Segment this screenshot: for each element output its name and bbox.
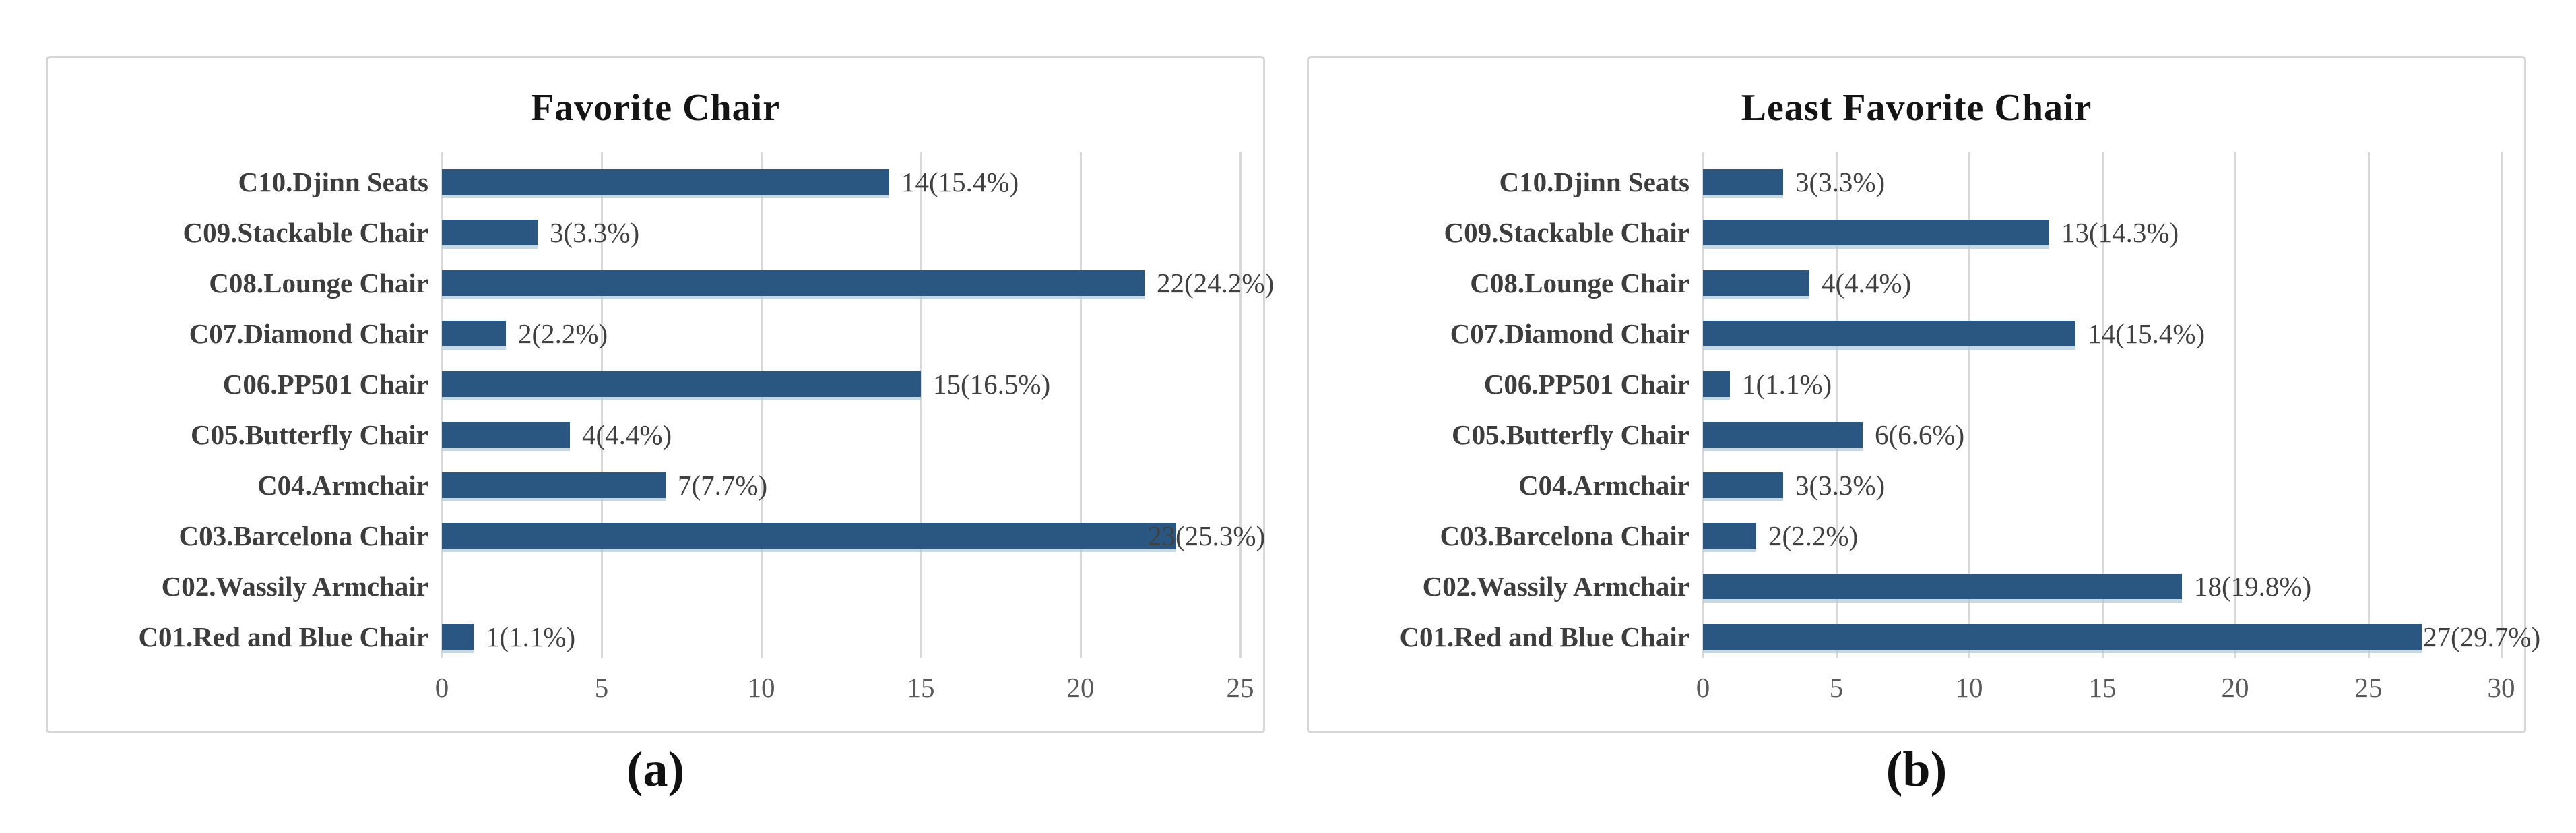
x-tick-label: 20 bbox=[2221, 672, 2249, 703]
gridline bbox=[441, 152, 443, 658]
bar bbox=[442, 472, 666, 498]
value-label: 15(16.5%) bbox=[933, 369, 1051, 400]
category-label: C07.Diamond Chair bbox=[189, 318, 428, 349]
value-label: 23(25.3%) bbox=[1148, 520, 1266, 551]
caption-a: (a) bbox=[626, 742, 685, 797]
bar bbox=[442, 371, 921, 397]
value-label: 7(7.7%) bbox=[678, 470, 768, 501]
value-label: 3(3.3%) bbox=[1795, 470, 1886, 501]
value-label: 27(29.7%) bbox=[2423, 621, 2541, 652]
category-label: C02.Wassily Armchair bbox=[1422, 571, 1689, 602]
plot-area: 0 5 10 15 20 25 C10.Djinn Seats 14(15.4%) C09.St… bbox=[138, 152, 1274, 703]
value-label: 14(15.4%) bbox=[901, 166, 1019, 197]
category-label: C03.Barcelona Chair bbox=[179, 520, 428, 551]
gridline bbox=[601, 152, 603, 658]
x-tick-label: 5 bbox=[594, 672, 609, 703]
value-label: 13(14.3%) bbox=[2061, 217, 2179, 248]
bar bbox=[1703, 220, 2049, 245]
category-label: C10.Djinn Seats bbox=[238, 166, 428, 197]
category-label: C06.PP501 Chair bbox=[222, 369, 428, 400]
category-label: C02.Wassily Armchair bbox=[161, 571, 428, 602]
gridline bbox=[1702, 152, 1704, 658]
x-tick-label: 5 bbox=[1829, 672, 1844, 703]
bar bbox=[1703, 472, 1783, 498]
gridline bbox=[2102, 152, 2104, 658]
x-tick-label: 0 bbox=[1696, 672, 1710, 703]
gridline bbox=[1080, 152, 1082, 658]
bar bbox=[1703, 574, 2182, 599]
x-tick-label: 25 bbox=[2354, 672, 2383, 703]
gridline bbox=[761, 152, 763, 658]
captions-row: (a) (b) bbox=[46, 741, 2526, 799]
value-label: 6(6.6%) bbox=[1875, 419, 1965, 450]
bar bbox=[442, 270, 1145, 296]
plot-area: 0 5 10 15 20 25 30 C10.Djinn Seats 3(3.3%) C09.St… bbox=[1399, 152, 2540, 703]
x-tick-label: 15 bbox=[907, 672, 935, 703]
category-label: C08.Lounge Chair bbox=[1470, 268, 1689, 299]
value-label: 2(2.2%) bbox=[1768, 520, 1859, 551]
bar bbox=[1703, 169, 1783, 195]
chart-title: Least Favorite Chair bbox=[1741, 87, 2092, 129]
bar bbox=[1703, 624, 2422, 650]
value-label: 1(1.1%) bbox=[486, 621, 576, 652]
category-label: C04.Armchair bbox=[1518, 470, 1689, 501]
gridline bbox=[2368, 152, 2370, 658]
bar bbox=[442, 169, 889, 195]
gridline bbox=[1836, 152, 1838, 658]
value-label: 4(4.4%) bbox=[582, 419, 672, 450]
figure: Favorite Chair 0 5 10 15 20 25 C10.Djinn Seats… bbox=[46, 56, 2540, 733]
category-label: C05.Butterfly Chair bbox=[190, 419, 428, 450]
category-label: C06.PP501 Chair bbox=[1483, 369, 1689, 400]
category-label: C09.Stackable Chair bbox=[183, 217, 428, 248]
x-tick-label: 20 bbox=[1066, 672, 1095, 703]
category-label: C03.Barcelona Chair bbox=[1440, 520, 1689, 551]
bar bbox=[442, 321, 506, 346]
gridline bbox=[920, 152, 922, 658]
bar bbox=[1703, 371, 1730, 397]
value-label: 4(4.4%) bbox=[1822, 268, 1912, 299]
value-label: 18(19.8%) bbox=[2194, 571, 2312, 602]
value-label: 3(3.3%) bbox=[550, 217, 640, 248]
x-tick-label: 15 bbox=[2088, 672, 2117, 703]
chart-panel-favorite: Favorite Chair 0 5 10 15 20 25 C10.Djinn Seats… bbox=[46, 56, 1274, 733]
value-label: 14(15.4%) bbox=[2088, 318, 2205, 349]
category-label: C08.Lounge Chair bbox=[209, 268, 428, 299]
x-tick-label: 25 bbox=[1226, 672, 1254, 703]
bar bbox=[1703, 270, 1809, 296]
gridline bbox=[1968, 152, 1970, 658]
category-label: C07.Diamond Chair bbox=[1450, 318, 1689, 349]
category-label: C04.Armchair bbox=[257, 470, 428, 501]
gridline bbox=[1239, 152, 1242, 658]
bar bbox=[1703, 321, 2075, 346]
x-tick-label: 30 bbox=[2487, 672, 2515, 703]
x-tick-label: 10 bbox=[1955, 672, 1983, 703]
chart-panel-least-favorite: Least Favorite Chair 0 5 10 15 20 25 30 C10.Dji… bbox=[1307, 56, 2540, 733]
value-label: 1(1.1%) bbox=[1742, 369, 1832, 400]
x-tick-label: 10 bbox=[747, 672, 775, 703]
chart-title: Favorite Chair bbox=[530, 87, 781, 129]
category-label: C05.Butterfly Chair bbox=[1451, 419, 1689, 450]
caption-b: (b) bbox=[1886, 742, 1947, 797]
bar bbox=[1703, 422, 1863, 448]
bar bbox=[442, 523, 1176, 549]
value-label: 22(24.2%) bbox=[1157, 268, 1275, 299]
gridline bbox=[2501, 152, 2503, 658]
bar bbox=[442, 422, 570, 448]
category-label: C01.Red and Blue Chair bbox=[1399, 621, 1689, 652]
bar bbox=[442, 220, 538, 245]
category-label: C10.Djinn Seats bbox=[1499, 166, 1689, 197]
x-tick-label: 0 bbox=[434, 672, 449, 703]
bar bbox=[442, 624, 474, 650]
bar bbox=[1703, 523, 1756, 549]
category-label: C01.Red and Blue Chair bbox=[138, 621, 428, 652]
category-label: C09.Stackable Chair bbox=[1444, 217, 1689, 248]
value-label: 3(3.3%) bbox=[1795, 166, 1886, 197]
value-label: 2(2.2%) bbox=[518, 318, 608, 349]
gridline bbox=[2234, 152, 2236, 658]
